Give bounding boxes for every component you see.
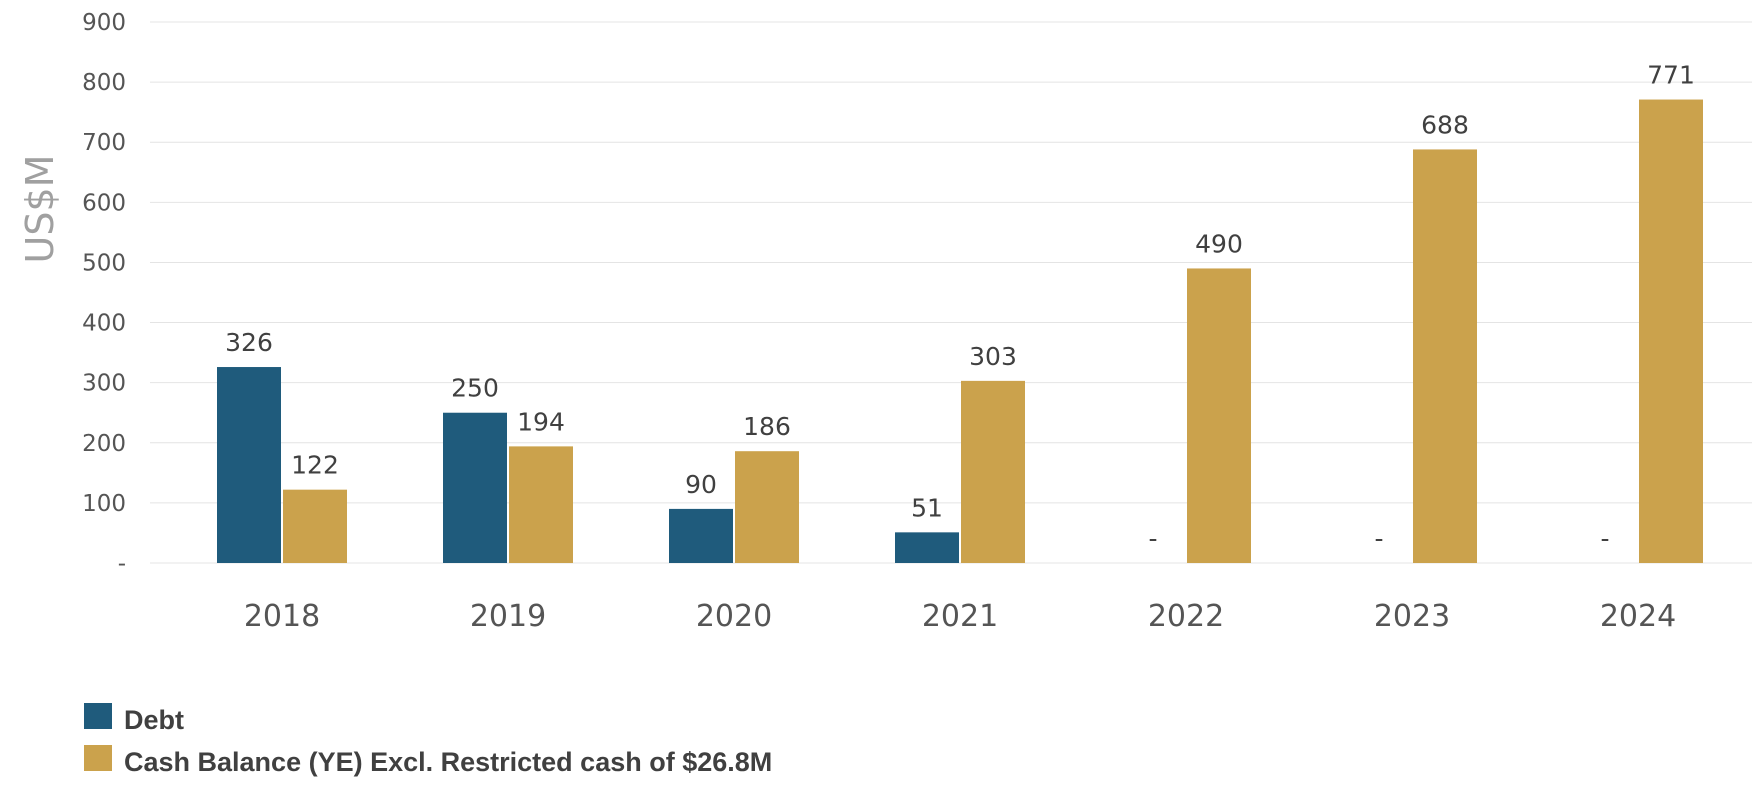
legend-item-cash: Cash Balance (YE) Excl. Restricted cash … [84,745,772,777]
x-tick-label-2024: 2024 [1600,599,1676,634]
y-tick-label: 200 [82,431,126,457]
y-tick-label: 100 [82,491,126,517]
y-tick-label: 300 [82,371,126,397]
data-labels: 326 122 250 194 90 186 51 303 - 490 - 688 - 771 [225,61,1695,553]
bar-cash-2019 [509,446,573,563]
data-label-debt-2019: 250 [451,374,499,403]
legend-swatch [84,745,112,771]
x-axis-ticks: 2018 2019 2020 2021 2022 2023 2024 [244,599,1676,634]
x-tick-label-2019: 2019 [470,599,546,634]
y-tick-label: 800 [82,70,126,96]
data-label-debt-2022: - [1148,524,1157,553]
legend-swatch [84,703,112,729]
data-label-cash-2024: 771 [1647,61,1695,90]
y-tick-label: 600 [82,190,126,216]
bar-debt-2019 [443,412,507,563]
legend-label: Debt [124,705,184,735]
bar-debt-2020 [669,508,733,563]
y-tick-label: 500 [82,250,126,276]
bar-debt-2018 [217,367,281,563]
x-tick-label-2018: 2018 [244,599,320,634]
data-label-cash-2020: 186 [743,412,791,441]
y-tick-label: 400 [82,311,126,337]
legend: Debt Cash Balance (YE) Excl. Restricted c… [84,703,772,777]
data-label-debt-2018: 326 [225,328,273,357]
gridlines [150,21,1752,564]
bar-cash-2023 [1413,149,1477,564]
data-label-cash-2018: 122 [291,451,339,480]
data-label-debt-2024: - [1600,524,1609,553]
y-tick-label: 900 [82,10,126,36]
x-tick-label-2021: 2021 [922,599,998,634]
y-axis-title: US$M [18,155,62,264]
bar-cash-2021 [961,380,1025,563]
bars [217,99,1703,564]
data-label-cash-2023: 688 [1421,110,1469,139]
bar-cash-2018 [283,489,347,563]
bar-cash-2024 [1639,99,1703,563]
legend-item-debt: Debt [84,703,184,735]
data-label-debt-2023: - [1374,524,1383,553]
data-label-cash-2022: 490 [1195,229,1243,258]
y-tick-label: - [118,551,126,577]
x-tick-label-2020: 2020 [696,599,772,634]
data-label-debt-2021: 51 [911,493,943,522]
data-label-cash-2019: 194 [517,407,565,436]
bar-cash-2020 [735,451,799,563]
y-tick-label: 700 [82,130,126,156]
data-label-debt-2020: 90 [685,470,717,499]
x-tick-label-2022: 2022 [1148,599,1224,634]
bar-cash-2022 [1187,268,1251,563]
bar-debt-2021 [895,532,959,563]
x-tick-label-2023: 2023 [1374,599,1450,634]
legend-label: Cash Balance (YE) Excl. Restricted cash … [124,747,772,777]
data-label-cash-2021: 303 [969,342,1017,371]
y-axis-ticks: - 100 200 300 400 500 600 700 800 900 [82,10,126,577]
